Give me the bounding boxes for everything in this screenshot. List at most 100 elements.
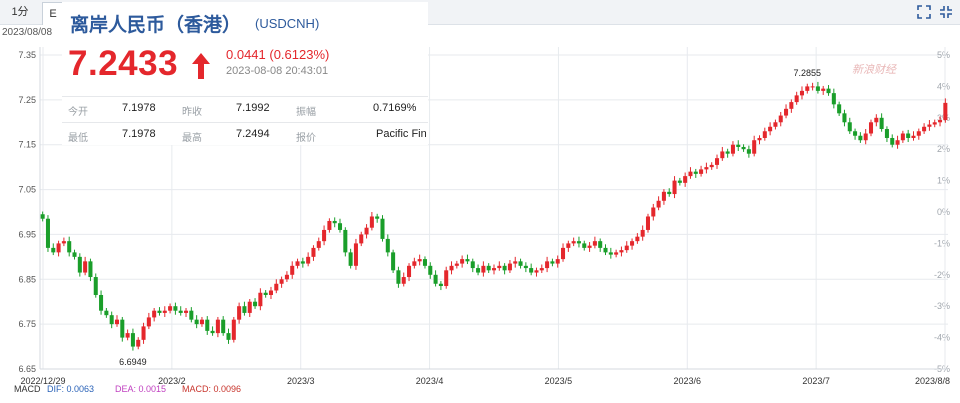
open-label: 今开 bbox=[68, 107, 88, 118]
quote-source-value: Pacific Fin bbox=[376, 128, 426, 140]
candle-body bbox=[295, 261, 300, 266]
candle-body bbox=[656, 200, 661, 208]
candle-body bbox=[407, 265, 412, 278]
candle-body bbox=[486, 265, 491, 271]
candle-body bbox=[237, 306, 242, 320]
candle-body bbox=[635, 236, 640, 242]
candle-body bbox=[566, 243, 571, 248]
candle-body bbox=[545, 261, 550, 269]
candle-body bbox=[205, 319, 210, 331]
tab-1-minute[interactable]: 1分 bbox=[11, 6, 29, 18]
candle-body bbox=[380, 218, 385, 239]
candle-body bbox=[125, 333, 130, 338]
y-right-tick-label: 4% bbox=[937, 81, 950, 91]
candle-body bbox=[114, 319, 120, 325]
price-change: 0.0441 (0.6123%) bbox=[226, 47, 330, 62]
prev-close-value: 7.1992 bbox=[236, 102, 270, 114]
candle-body bbox=[263, 292, 268, 295]
candle-body bbox=[40, 214, 45, 219]
candle-body bbox=[396, 270, 401, 284]
x-tick-label: 2023/7 bbox=[802, 376, 830, 386]
candle-body bbox=[815, 86, 820, 91]
candle-body bbox=[194, 319, 199, 325]
candle-body bbox=[290, 265, 295, 275]
candle-body bbox=[932, 122, 937, 125]
candle-body bbox=[184, 310, 189, 313]
expand-icon[interactable] bbox=[916, 4, 932, 20]
candle-body bbox=[608, 252, 613, 255]
candle-body bbox=[502, 265, 507, 271]
y-right-tick-label: 2% bbox=[937, 144, 950, 154]
y-tick-label: 7.05 bbox=[18, 185, 36, 195]
candle-body bbox=[162, 310, 167, 313]
candle-body bbox=[922, 126, 927, 132]
candle-body bbox=[752, 140, 757, 154]
candle-body bbox=[603, 247, 608, 253]
candle-body bbox=[927, 124, 932, 127]
amplitude-value: 0.7169% bbox=[373, 102, 417, 114]
candle-body bbox=[385, 238, 390, 253]
candle-body bbox=[704, 167, 709, 170]
candle-body bbox=[109, 315, 114, 325]
candle-body bbox=[391, 252, 396, 271]
candle-body bbox=[438, 283, 443, 287]
candle-body bbox=[661, 191, 666, 201]
candle-body bbox=[152, 310, 157, 318]
candle-body bbox=[789, 102, 794, 109]
y-right-tick-label: -4% bbox=[934, 333, 950, 343]
candle-body bbox=[476, 268, 481, 273]
macd-dif: DIF: 0.0063 bbox=[47, 384, 95, 394]
candle-body bbox=[120, 319, 125, 338]
candle-body bbox=[481, 265, 486, 273]
candle-body bbox=[221, 319, 226, 334]
candle-body bbox=[720, 151, 725, 159]
candle-body bbox=[529, 268, 534, 273]
candle-body bbox=[619, 250, 624, 253]
candle-body bbox=[497, 265, 502, 269]
candle-body bbox=[805, 86, 810, 91]
candle-body bbox=[210, 330, 215, 334]
collapse-icon[interactable] bbox=[938, 4, 954, 20]
candle-body bbox=[651, 207, 656, 217]
candle-body bbox=[874, 117, 879, 123]
x-tick-label: 2023/2 bbox=[158, 376, 186, 386]
candle-body bbox=[215, 319, 220, 334]
sina-finance-watermark: 新浪财经 bbox=[852, 64, 896, 76]
candle-body bbox=[72, 252, 77, 257]
candle-body bbox=[444, 270, 449, 287]
candle-body bbox=[369, 216, 374, 228]
stats-row: 最低 7.1978 最高 7.2494 报价 Pacific Fin bbox=[62, 122, 428, 149]
candle-body bbox=[534, 270, 539, 273]
candle-body bbox=[93, 277, 98, 295]
candle-body bbox=[550, 261, 555, 264]
macd-label: MACD bbox=[14, 384, 41, 394]
candle-body bbox=[821, 88, 826, 91]
high-label: 最高 bbox=[182, 133, 202, 144]
candle-body bbox=[242, 306, 247, 313]
y-right-tick-label: 0% bbox=[937, 207, 950, 217]
candle-body bbox=[784, 108, 789, 116]
candle-body bbox=[831, 93, 836, 105]
candle-body bbox=[847, 122, 852, 132]
macd-value: MACD: 0.0096 bbox=[182, 384, 242, 394]
candle-body bbox=[518, 261, 523, 266]
candle-body bbox=[433, 274, 438, 284]
up-arrow-icon bbox=[192, 53, 210, 79]
candle-body bbox=[45, 218, 50, 248]
amplitude-label: 振幅 bbox=[296, 107, 316, 118]
candle-body bbox=[268, 290, 274, 295]
candle-body bbox=[884, 129, 889, 138]
candle-body bbox=[879, 117, 884, 130]
candle-body bbox=[348, 252, 353, 266]
y-right-tick-label: -3% bbox=[934, 301, 950, 311]
y-tick-label: 7.25 bbox=[18, 95, 36, 105]
candle-body bbox=[863, 133, 868, 141]
candle-body bbox=[83, 261, 88, 273]
candle-body bbox=[916, 131, 921, 136]
price-annotation: 7.2855 bbox=[794, 68, 822, 78]
candle-body bbox=[258, 292, 263, 307]
candle-body bbox=[799, 90, 804, 96]
candle-body bbox=[730, 144, 735, 154]
x-tick-label: 2022/12/29 bbox=[20, 376, 65, 386]
candle-body bbox=[274, 283, 279, 291]
